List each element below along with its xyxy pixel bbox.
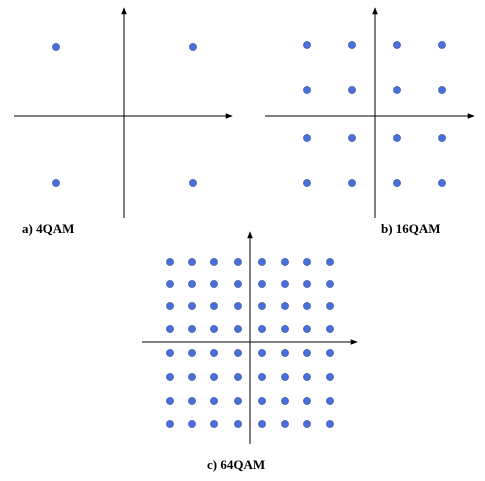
constellation-point-64qam [303,258,311,266]
constellation-point-64qam [210,325,218,333]
points-16qam [303,41,446,187]
constellation-point-4qam [52,179,60,187]
caption-4qam: a) 4QAM [22,221,74,236]
constellation-point-64qam [210,302,218,310]
constellation-point-64qam [281,349,289,357]
constellation-point-64qam [258,397,266,405]
panel-4qam: a) 4QAM [14,7,233,236]
constellation-point-64qam [303,280,311,288]
constellation-point-16qam [438,41,446,49]
constellation-point-64qam [326,302,334,310]
constellation-point-64qam [281,373,289,381]
constellation-point-64qam [326,349,334,357]
constellation-point-64qam [258,325,266,333]
points-4qam [52,43,197,187]
constellation-point-64qam [210,420,218,428]
constellation-point-64qam [166,373,174,381]
constellation-point-64qam [258,280,266,288]
constellation-point-64qam [166,325,174,333]
constellation-point-64qam [188,258,196,266]
constellation-point-64qam [210,397,218,405]
constellation-point-64qam [188,373,196,381]
constellation-point-16qam [303,134,311,142]
constellation-point-64qam [326,373,334,381]
constellation-point-16qam [348,179,356,187]
constellation-point-64qam [326,397,334,405]
constellation-point-64qam [166,302,174,310]
caption-64qam: c) 64QAM [207,457,265,472]
constellation-point-4qam [189,179,197,187]
constellation-point-64qam [188,420,196,428]
constellation-point-64qam [326,420,334,428]
constellation-point-64qam [166,397,174,405]
constellation-point-16qam [438,134,446,142]
constellation-point-64qam [303,302,311,310]
constellation-point-64qam [303,397,311,405]
constellation-point-16qam [393,86,401,94]
constellation-point-64qam [258,373,266,381]
constellation-point-64qam [281,280,289,288]
constellation-point-64qam [258,349,266,357]
constellation-point-64qam [188,349,196,357]
constellation-point-64qam [258,258,266,266]
constellation-point-16qam [393,134,401,142]
constellation-point-64qam [258,302,266,310]
constellation-point-64qam [188,302,196,310]
constellation-point-16qam [348,86,356,94]
constellation-point-64qam [188,280,196,288]
caption-16qam: b) 16QAM [381,221,441,236]
constellation-point-64qam [234,397,242,405]
constellation-point-64qam [166,258,174,266]
constellation-point-16qam [303,86,311,94]
constellation-point-16qam [303,41,311,49]
constellation-point-64qam [326,325,334,333]
constellation-point-64qam [258,420,266,428]
constellation-point-64qam [234,349,242,357]
constellation-point-64qam [303,325,311,333]
points-64qam [166,258,334,428]
constellation-point-64qam [303,373,311,381]
constellation-point-16qam [348,134,356,142]
constellation-point-64qam [234,302,242,310]
constellation-point-4qam [52,43,60,51]
constellation-point-64qam [210,373,218,381]
constellation-point-64qam [234,258,242,266]
constellation-point-64qam [281,325,289,333]
constellation-point-16qam [438,86,446,94]
constellation-point-64qam [210,258,218,266]
constellation-point-64qam [303,349,311,357]
constellation-point-16qam [303,179,311,187]
panel-64qam: c) 64QAM [142,231,358,472]
constellation-point-64qam [210,349,218,357]
constellation-point-64qam [281,397,289,405]
constellation-point-64qam [166,280,174,288]
constellation-point-64qam [188,325,196,333]
constellation-point-64qam [210,280,218,288]
constellation-point-64qam [326,258,334,266]
panel-16qam: b) 16QAM [265,7,475,236]
constellation-point-64qam [281,302,289,310]
constellation-point-64qam [234,420,242,428]
constellation-point-64qam [166,349,174,357]
constellation-point-64qam [326,280,334,288]
constellation-point-64qam [303,420,311,428]
constellation-point-64qam [281,258,289,266]
constellation-point-64qam [188,397,196,405]
constellation-point-64qam [234,325,242,333]
constellation-point-64qam [234,280,242,288]
constellation-point-64qam [281,420,289,428]
constellation-point-16qam [348,41,356,49]
constellation-point-64qam [234,373,242,381]
constellation-point-16qam [393,179,401,187]
constellation-point-16qam [438,179,446,187]
constellation-point-4qam [189,43,197,51]
constellation-point-64qam [166,420,174,428]
constellation-point-16qam [393,41,401,49]
